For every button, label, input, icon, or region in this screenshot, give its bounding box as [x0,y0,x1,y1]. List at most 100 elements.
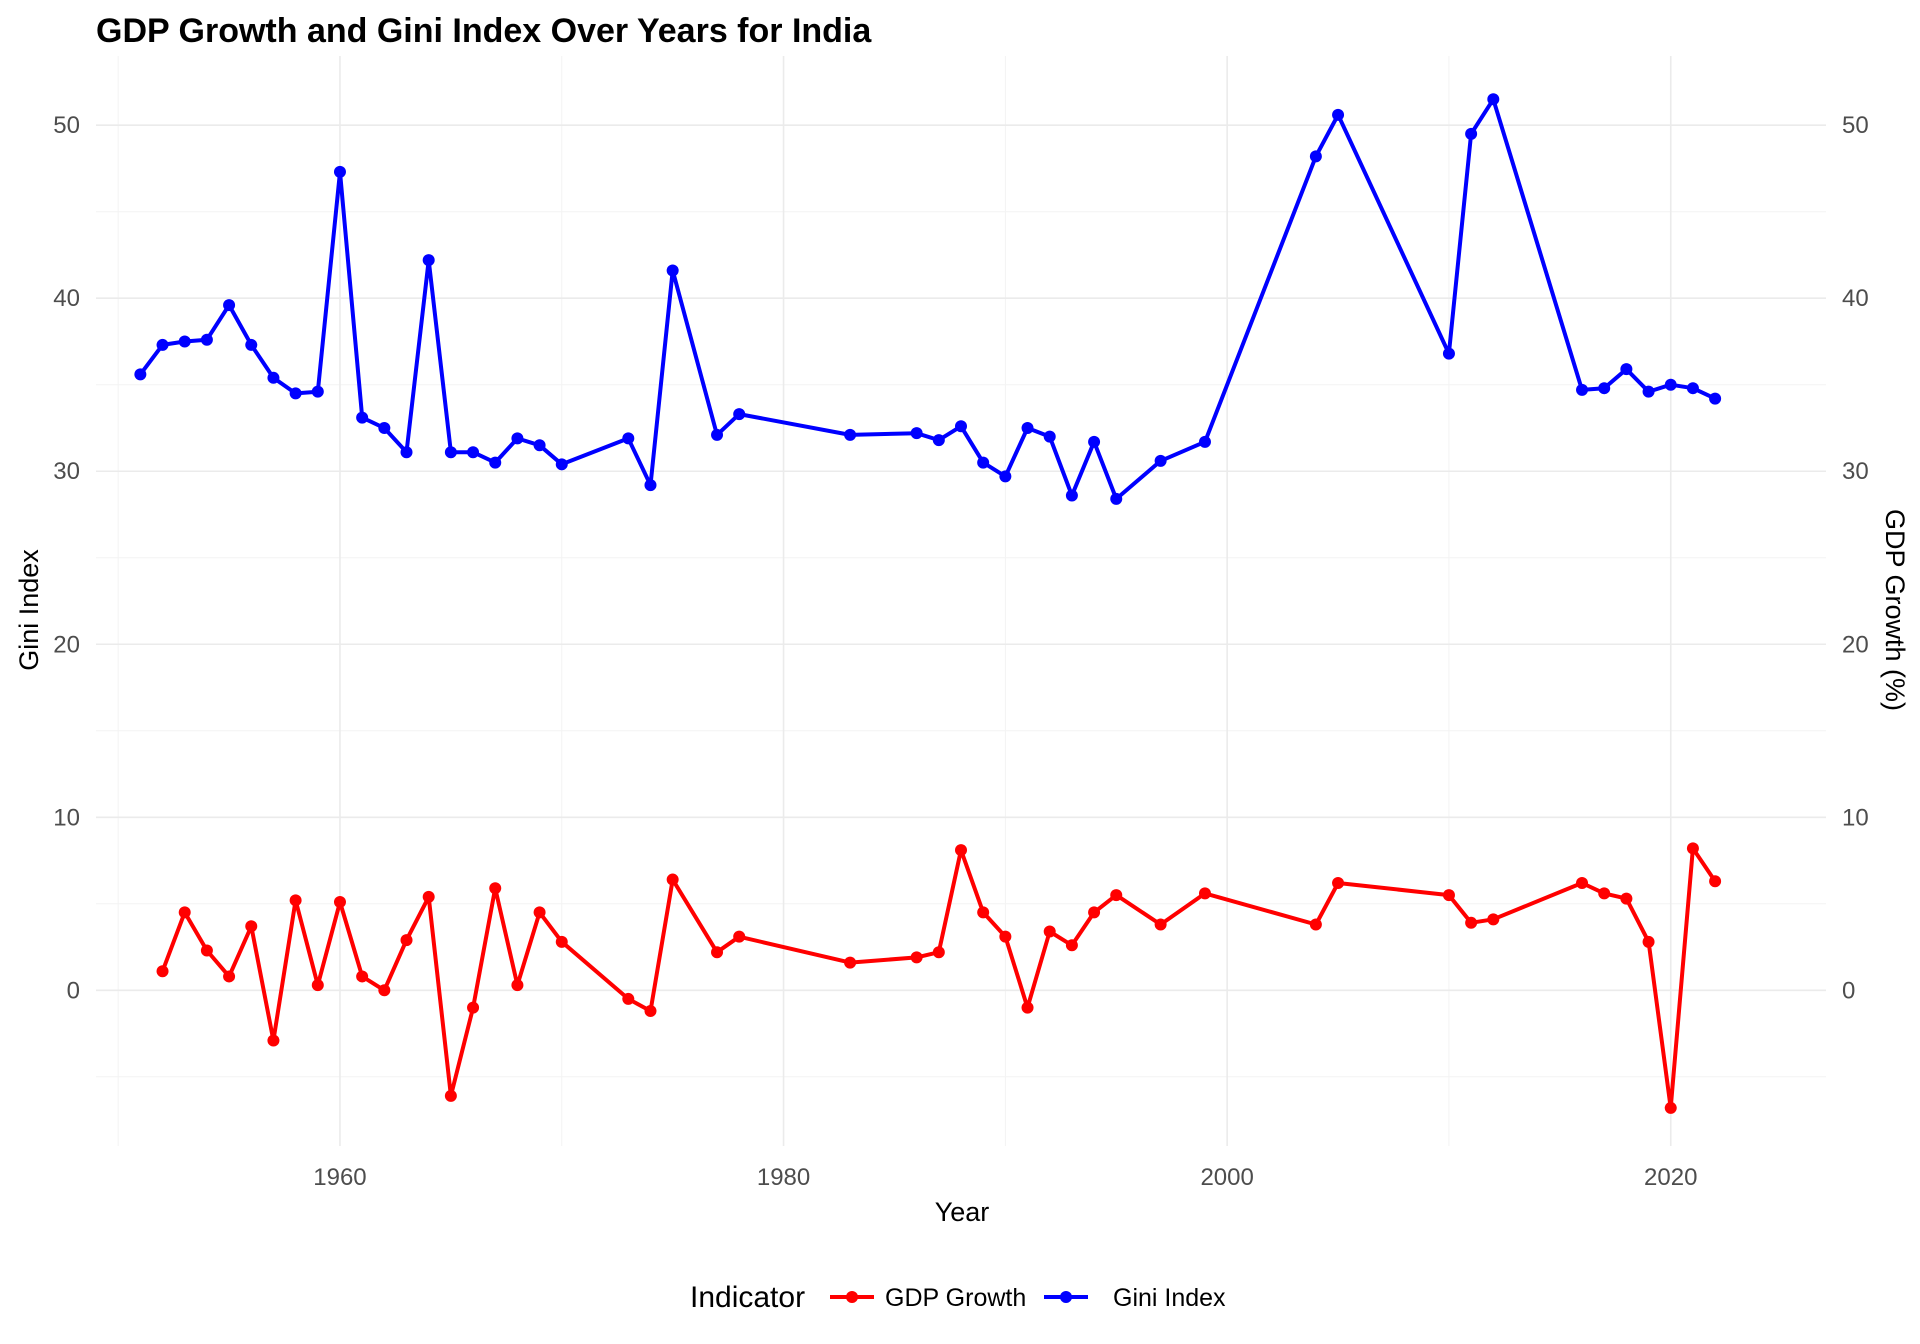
y-tick-label-left: 50 [53,112,80,139]
data-point-gdp-growth [200,944,213,957]
data-point-gini-index [422,254,435,267]
x-axis-title: Year [935,1197,990,1227]
data-point-gdp-growth [1598,887,1611,900]
data-point-gdp-growth [1198,887,1211,900]
data-point-gdp-growth [1021,1001,1034,1014]
data-point-gdp-growth [1487,913,1500,926]
data-point-gdp-growth [223,970,236,983]
data-point-gdp-growth [533,906,546,919]
data-point-gini-index [289,387,302,400]
y-tick-label-left: 30 [53,458,80,485]
data-point-gini-index [555,458,568,471]
data-point-gdp-growth [1576,877,1589,890]
data-point-gdp-growth [711,946,724,959]
y-axis-title: Gini Index [14,549,44,671]
data-point-gini-index [223,299,236,312]
data-point-gdp-growth [977,906,990,919]
data-point-gini-index [844,428,857,441]
data-point-gini-index [1309,150,1322,163]
series-layer [134,93,1722,1114]
data-point-gdp-growth [733,930,746,943]
data-point-gdp-growth [1088,906,1101,919]
y-tick-label-left: 20 [53,631,80,658]
data-point-gdp-growth [289,894,302,907]
data-point-gini-index [622,432,635,445]
legend: Indicator GDP Growth Gini Index [690,1281,1226,1314]
data-point-gdp-growth [245,920,258,933]
data-point-gini-index [1598,382,1611,395]
data-point-gini-index [178,335,191,348]
data-point-gini-index [644,479,657,492]
data-point-gini-index [711,428,724,441]
data-point-gini-index [533,439,546,452]
data-point-gdp-growth [910,951,923,964]
legend-label-gdp-growth: GDP Growth [885,1284,1026,1312]
data-point-gini-index [1043,430,1056,443]
y-tick-label-right: 20 [1842,631,1869,658]
data-point-gdp-growth [644,1005,657,1018]
data-point-gdp-growth [1709,875,1722,888]
data-point-gini-index [910,427,923,440]
data-point-gdp-growth [511,979,524,992]
data-point-gini-index [1709,392,1722,405]
y-tick-label-right: 40 [1842,285,1869,312]
data-point-gini-index [733,408,746,421]
data-point-gini-index [1442,347,1455,360]
data-point-gini-index [333,165,346,178]
y-tick-label-left: 10 [53,804,80,831]
data-point-gdp-growth [1686,842,1699,855]
data-point-gdp-growth [1332,877,1345,890]
legend-key-point-gini-index [1060,1291,1072,1303]
data-point-gdp-growth [1642,935,1655,948]
data-point-gini-index [666,264,679,277]
series-line-gini-index [138,97,1718,501]
data-point-gini-index [444,446,457,459]
data-point-gdp-growth [932,946,945,959]
data-point-gini-index [977,456,990,469]
x-tick-label: 1980 [757,1164,810,1191]
data-point-gdp-growth [178,906,191,919]
data-point-gini-index [267,371,280,384]
data-point-gdp-growth [311,979,324,992]
y-tick-label-right: 50 [1842,112,1869,139]
data-point-gini-index [932,434,945,447]
legend-item-gdp-growth: GDP Growth [830,1284,1026,1312]
data-point-gdp-growth [844,956,857,969]
data-point-gini-index [999,470,1012,483]
data-point-gdp-growth [422,890,435,903]
data-point-gdp-growth [400,934,413,947]
data-point-gdp-growth [1664,1101,1677,1114]
y-tick-label-left: 0 [67,977,80,1004]
data-point-gdp-growth [1442,889,1455,902]
data-point-gdp-growth [156,965,169,978]
legend-title: Indicator [690,1281,805,1314]
data-point-gdp-growth [489,882,502,895]
data-point-gdp-growth [1154,918,1167,931]
data-point-gdp-growth [444,1089,457,1102]
x-tick-label: 2020 [1644,1164,1697,1191]
data-point-gini-index [1198,435,1211,448]
data-point-gdp-growth [555,935,568,948]
data-point-gdp-growth [356,970,369,983]
x-tick-label: 2000 [1200,1164,1253,1191]
data-point-gini-index [489,456,502,469]
data-point-gini-index [1686,382,1699,395]
data-point-gdp-growth [267,1034,280,1047]
y-tick-label-left: 40 [53,285,80,312]
data-point-gini-index [1021,421,1034,434]
data-point-gini-index [200,333,213,346]
data-point-gdp-growth [666,873,679,886]
data-point-gdp-growth [1043,925,1056,938]
data-point-gini-index [1620,363,1633,376]
data-point-gdp-growth [333,896,346,909]
data-point-gini-index [1110,492,1123,505]
data-point-gdp-growth [1620,892,1633,905]
data-point-gini-index [400,446,413,459]
data-point-gini-index [1576,383,1589,396]
data-point-gini-index [467,446,480,459]
x-tick-label: 1960 [313,1164,366,1191]
data-point-gdp-growth [1465,916,1478,929]
data-point-gini-index [378,421,391,434]
data-point-gini-index [955,420,967,433]
